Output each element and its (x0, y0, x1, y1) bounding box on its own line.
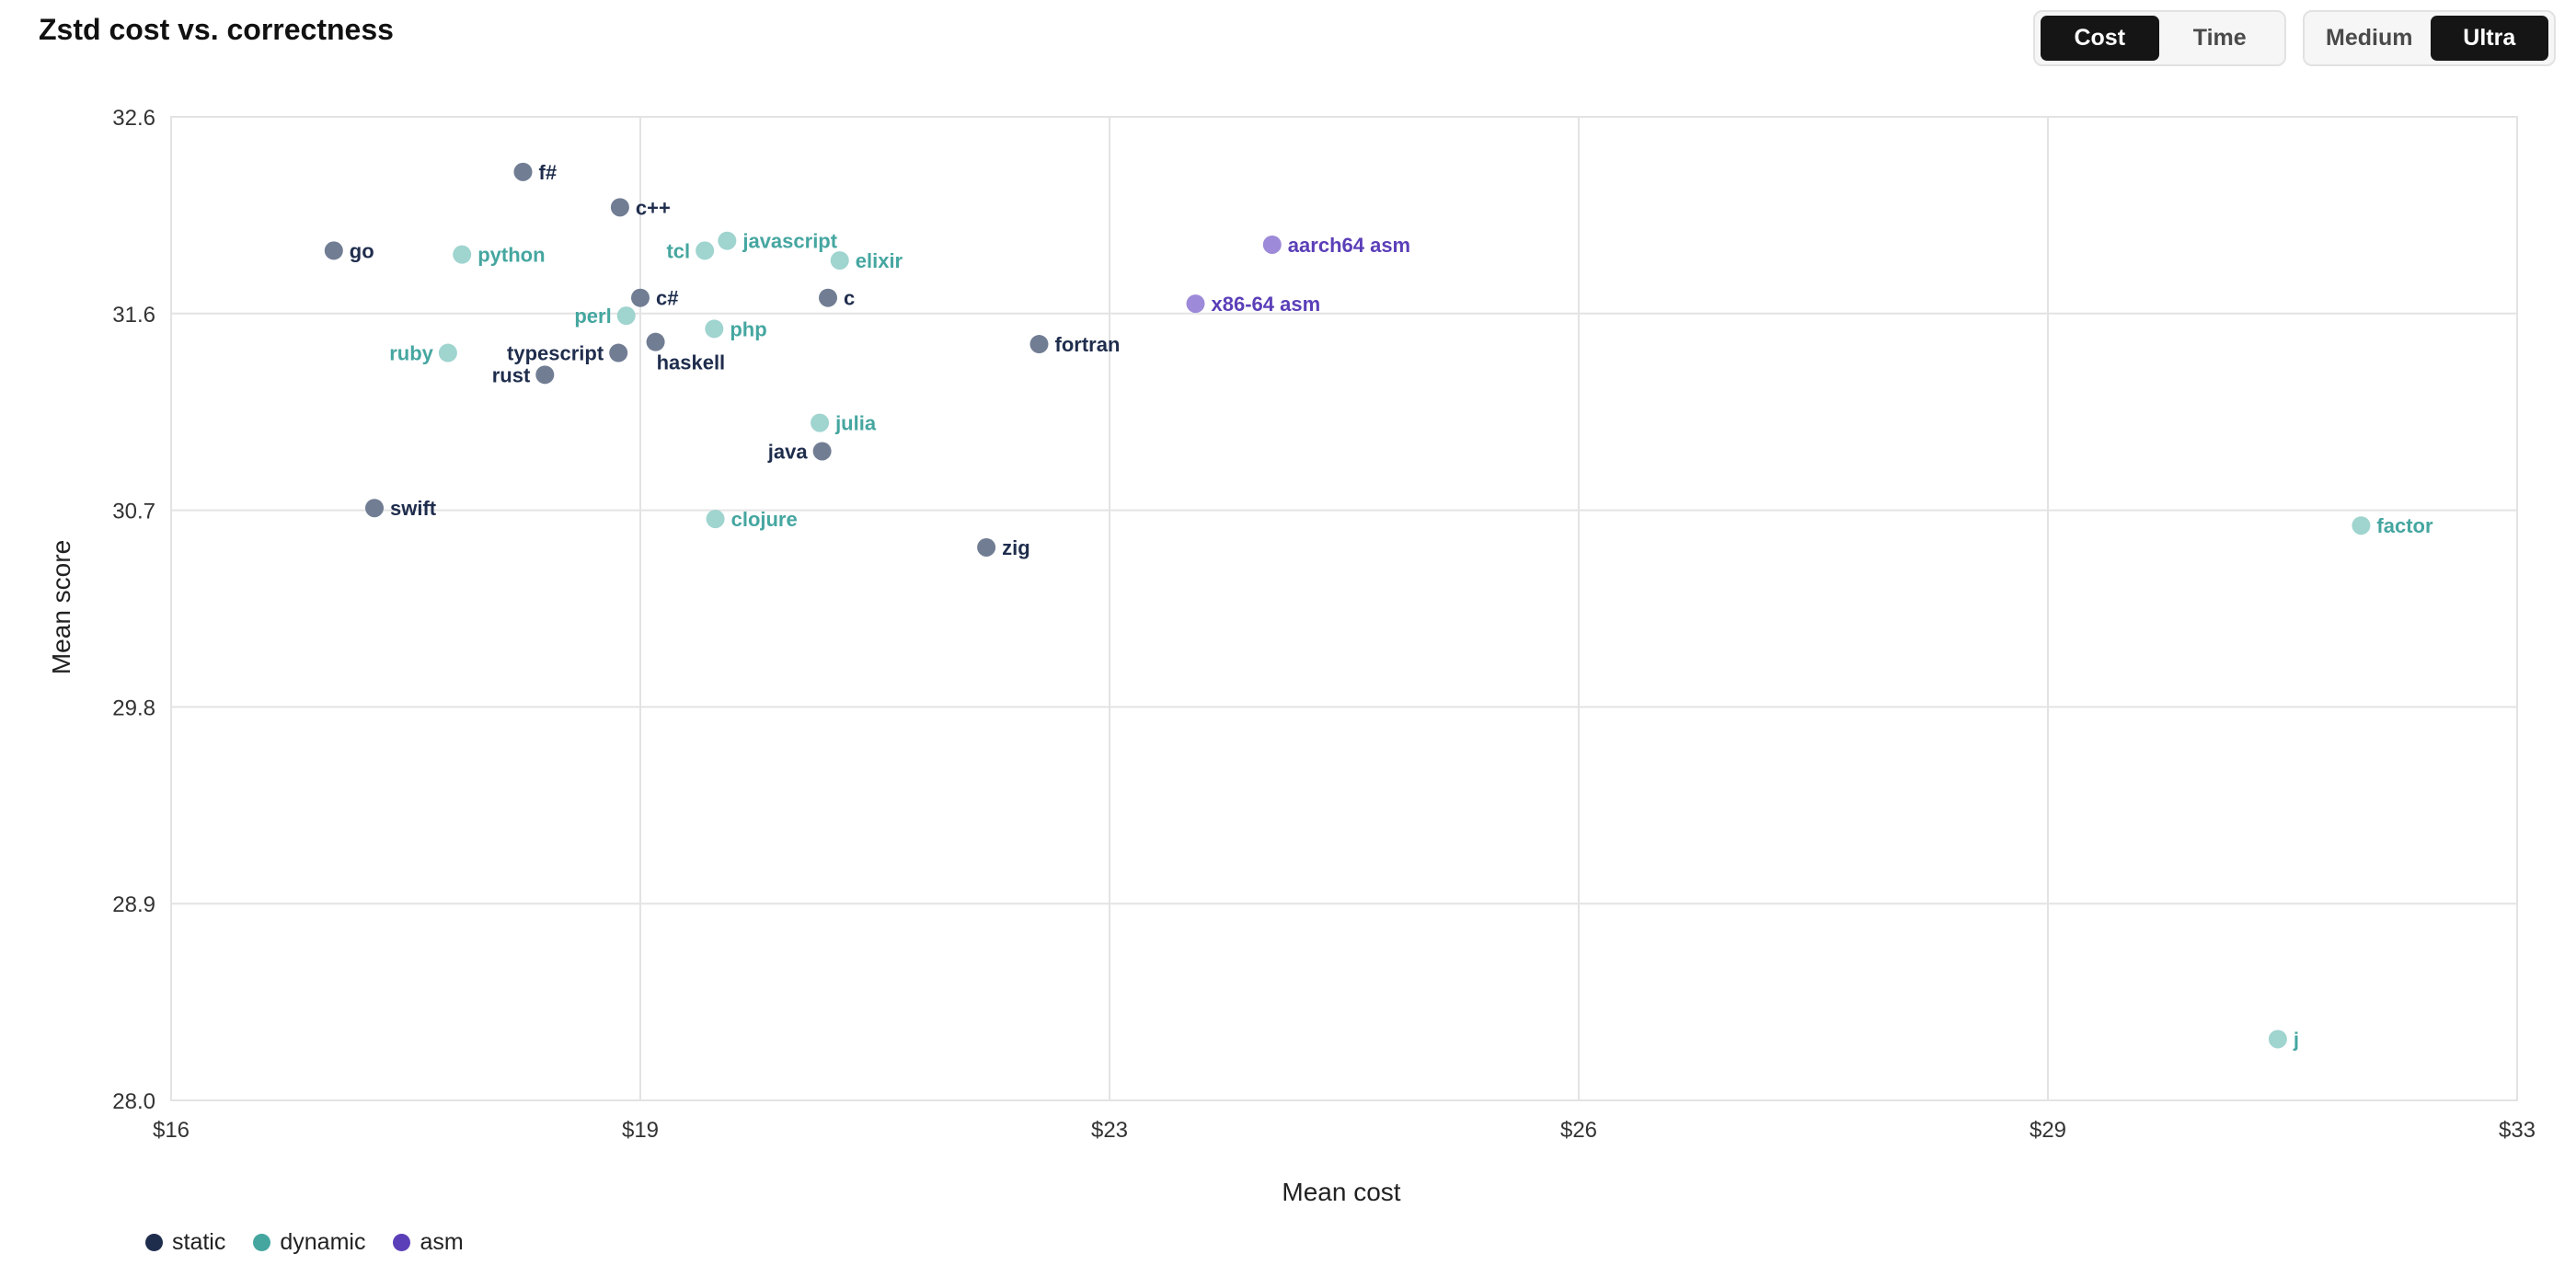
data-point (616, 306, 636, 326)
x-tick-label: $33 (2499, 1118, 2536, 1143)
y-tick-label: 28.9 (112, 892, 155, 917)
data-label: julia (834, 412, 877, 435)
data-label: swift (390, 497, 437, 520)
legend-swatch-asm (393, 1234, 411, 1251)
data-points (324, 162, 2371, 1049)
data-point (535, 365, 555, 385)
data-point (631, 288, 650, 307)
data-point (438, 343, 457, 362)
y-tick-label: 32.6 (112, 106, 155, 131)
chart-title: Zstd cost vs. correctness (39, 13, 394, 46)
data-point (705, 319, 724, 339)
legend-label-dynamic: dynamic (280, 1229, 366, 1255)
y-tick-label: 29.8 (112, 696, 155, 720)
data-point (706, 510, 725, 529)
data-label: haskell (657, 351, 726, 374)
legend-swatch-dynamic (253, 1234, 271, 1251)
data-point (977, 537, 996, 557)
data-label: php (730, 317, 766, 340)
data-label: x86-64 asm (1212, 293, 1321, 316)
size-toggle: Medium Ultra (2303, 10, 2556, 66)
x-tick-label: $23 (1091, 1118, 1128, 1143)
data-label: elixir (856, 249, 903, 272)
x-tick-label: $29 (2030, 1118, 2066, 1143)
data-label: c++ (636, 196, 671, 219)
y-tick-label: 31.6 (112, 303, 155, 328)
data-label: tcl (666, 239, 690, 262)
data-point (812, 442, 832, 461)
medium-toggle-button[interactable]: Medium (2326, 25, 2413, 51)
legend-label-asm: asm (420, 1229, 464, 1255)
data-label: go (350, 239, 374, 262)
data-point (513, 162, 533, 181)
data-point (1186, 294, 1205, 314)
data-point (324, 241, 343, 260)
data-label: perl (574, 305, 611, 328)
data-point (453, 245, 472, 264)
data-label: zig (1002, 536, 1030, 559)
data-point (1262, 235, 1282, 254)
legend-item-static[interactable]: static (145, 1229, 225, 1256)
data-point (365, 499, 384, 518)
data-label: rust (492, 363, 531, 386)
data-point (830, 251, 849, 270)
data-point (718, 231, 737, 250)
y-axis-title: Mean score (47, 540, 75, 674)
data-point (1029, 335, 1049, 354)
data-label: aarch64 asm (1288, 234, 1410, 257)
data-label: factor (2376, 514, 2433, 537)
y-tick-label: 30.7 (112, 500, 155, 524)
data-point (2268, 1030, 2287, 1049)
y-tick-label: 28.0 (112, 1089, 155, 1114)
data-point (819, 288, 837, 307)
data-label: ruby (389, 342, 433, 365)
data-label: javascript (742, 230, 837, 253)
x-tick-label: $26 (1560, 1118, 1597, 1143)
data-label: java (767, 440, 809, 463)
data-label: f# (539, 161, 558, 184)
data-point (646, 332, 665, 351)
legend-item-asm[interactable]: asm (393, 1229, 464, 1256)
ultra-toggle-button[interactable]: Ultra (2430, 16, 2548, 61)
data-label: python (477, 244, 545, 267)
legend-label-static: static (172, 1229, 226, 1255)
data-point (2352, 516, 2371, 535)
data-point (609, 343, 628, 362)
legend: static dynamic asm (145, 1229, 464, 1256)
metric-toggle: Cost Time (2033, 10, 2286, 66)
grid-lines (170, 116, 2518, 1101)
x-axis-title: Mean cost (1282, 1178, 1400, 1206)
data-point (696, 241, 715, 260)
data-point (811, 413, 830, 432)
data-label: j (2293, 1028, 2299, 1051)
x-tick-label: $16 (153, 1118, 190, 1143)
data-label: clojure (731, 508, 798, 531)
legend-item-dynamic[interactable]: dynamic (253, 1229, 365, 1256)
data-label: typescript (507, 342, 604, 365)
data-label: c (844, 287, 855, 310)
cost-toggle-button[interactable]: Cost (2041, 16, 2159, 61)
axis-labels: $16 $19 $23 $26 $29 $33 28.0 28.9 29.8 30.7 31.6 32… (112, 106, 2536, 1143)
time-toggle-button[interactable]: Time (2192, 25, 2247, 51)
data-label: c# (656, 287, 678, 310)
data-label: fortran (1055, 333, 1121, 356)
data-point (610, 198, 629, 217)
legend-swatch-static (145, 1234, 163, 1251)
x-tick-label: $19 (622, 1118, 659, 1143)
